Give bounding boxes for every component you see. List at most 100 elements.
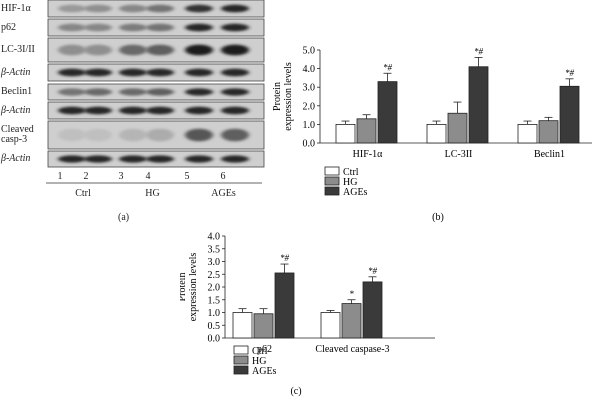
blot-band — [119, 44, 147, 56]
blot-band — [146, 44, 174, 56]
legend-swatch — [233, 355, 249, 365]
blot-band — [58, 155, 86, 163]
y-tick-label: 3.0 — [208, 257, 221, 268]
y-axis-label: Proteinexpression levels — [180, 253, 199, 322]
blot-band — [185, 88, 213, 96]
legend-label: Ctrl — [252, 346, 268, 357]
y-tick-label: 3.0 — [303, 83, 316, 94]
y-tick-label: 1.5 — [208, 295, 221, 306]
bar — [538, 120, 559, 144]
bar-chart-b: Proteinexpression levels 0.0 1.0 2.0 3.0 4.0 5… — [272, 46, 592, 223]
lane-number: 3 — [118, 171, 124, 182]
blot-band — [119, 106, 147, 115]
blot-band — [221, 68, 249, 77]
blot-strip — [47, 0, 265, 18]
significance-mark: *# — [565, 68, 575, 78]
bar — [517, 124, 538, 144]
blot-band — [84, 155, 112, 163]
significance-mark: *# — [280, 253, 290, 263]
blot-band — [84, 88, 112, 96]
blot-band — [221, 128, 249, 142]
blot-band — [146, 23, 174, 32]
blot-strip — [47, 18, 265, 37]
y-tick-label: 4.0 — [303, 64, 316, 75]
panel-letter: (b) — [432, 212, 444, 223]
significance-mark: *# — [474, 46, 484, 56]
blot-band — [58, 23, 86, 32]
blot-band — [58, 128, 86, 142]
blot-band — [58, 106, 86, 115]
bar — [362, 281, 383, 339]
blot-band — [146, 68, 174, 77]
group-label: HG — [145, 188, 160, 199]
blot-band — [221, 23, 249, 32]
bar — [232, 312, 253, 339]
blot-band — [185, 23, 213, 32]
blot-band — [58, 88, 86, 96]
y-tick-label: 1.0 — [208, 308, 221, 319]
bar-chart-c: Proteinexpression levels 0.0 0.5 1.0 1.52.0 2… — [180, 232, 435, 397]
legend-label: Ctrl — [343, 167, 359, 178]
blot-strip — [47, 63, 265, 82]
bar — [426, 124, 447, 144]
blot-band — [58, 4, 86, 13]
blot-band — [185, 44, 213, 56]
bar — [335, 124, 356, 144]
blot-band — [119, 68, 147, 77]
bar — [274, 272, 295, 339]
y-tick-label: 0.0 — [303, 139, 316, 150]
bar — [447, 112, 468, 144]
blot-band — [146, 106, 174, 115]
blot-band — [119, 4, 147, 13]
blot-band — [185, 155, 213, 163]
blot-row-label: LC-3I/II — [1, 44, 35, 55]
legend-label: HG — [252, 356, 266, 367]
blot-band — [119, 155, 147, 163]
blot-row-label: Beclin1 — [1, 86, 33, 97]
bar — [468, 66, 489, 144]
blot-band — [84, 44, 112, 56]
blot-band — [221, 106, 249, 115]
group-label: Ctrl — [75, 188, 91, 199]
group-label: AGEs — [211, 188, 236, 199]
significance-mark: * — [349, 289, 354, 299]
category-label: HIF-1α — [353, 149, 383, 160]
blot-band — [146, 88, 174, 96]
group-underlines — [46, 182, 262, 184]
blot-band — [84, 106, 112, 115]
significance-mark: *# — [368, 266, 378, 276]
lane-number: 1 — [57, 171, 63, 182]
legend-label: AGEs — [252, 366, 277, 377]
blot-strip — [47, 83, 265, 101]
blot-band — [119, 128, 147, 142]
category-label: p62 — [257, 344, 272, 355]
blot-band — [221, 4, 249, 13]
y-tick-label: 3.5 — [208, 244, 221, 255]
blot-strip — [47, 150, 265, 168]
legend-label: AGEs — [343, 187, 368, 198]
blot-strip — [47, 120, 265, 150]
blot-row-label: Cleaved casp-3 — [1, 124, 34, 145]
bar — [341, 303, 362, 339]
blot-row-label: β-Actin — [1, 153, 31, 164]
blot-band — [185, 4, 213, 13]
blot-band — [84, 4, 112, 13]
category-label: Beclin1 — [534, 149, 565, 160]
blot-row-label: HIF-1α — [1, 2, 31, 14]
lane-number: 5 — [184, 171, 190, 182]
lane-number: 6 — [220, 171, 226, 182]
legend-swatch — [324, 176, 340, 186]
y-tick-label: 2.0 — [303, 101, 316, 112]
blot-band — [84, 128, 112, 142]
y-tick-label: 2.5 — [208, 270, 221, 281]
blot-row-label: β-Actin — [1, 104, 31, 116]
category-label: Cleaved caspase-3 — [315, 344, 389, 355]
bar — [320, 312, 341, 339]
blot-band — [185, 128, 213, 142]
legend-swatch — [324, 166, 340, 176]
blot-band — [221, 44, 249, 56]
blot-band — [185, 68, 213, 77]
blot-band — [119, 88, 147, 96]
blot-band — [58, 68, 86, 77]
bar — [559, 85, 580, 144]
